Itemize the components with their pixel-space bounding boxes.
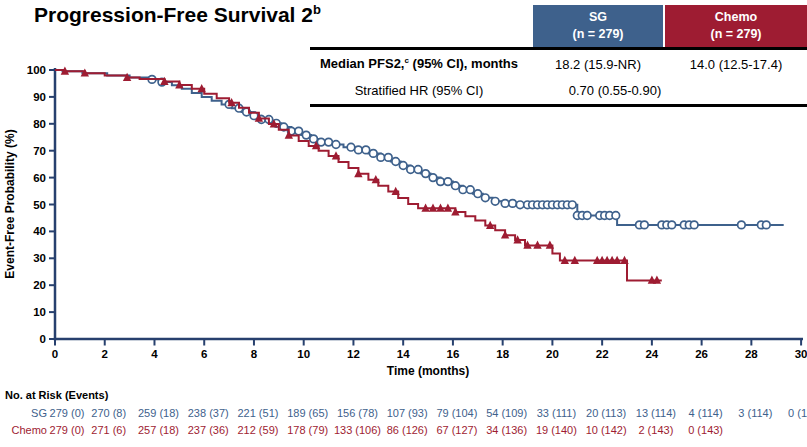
- sg-censor-circle-marker: [355, 146, 363, 154]
- y-tick-label: 80: [33, 118, 46, 130]
- x-tick-label: 28: [745, 348, 758, 360]
- y-tick-label: 40: [33, 225, 46, 237]
- sg-censor-circle-marker: [325, 138, 333, 146]
- summary-header-chemo: Chemo (n = 279): [665, 5, 807, 47]
- x-tick-label: 24: [645, 348, 658, 360]
- y-tick-label: 20: [33, 279, 46, 291]
- x-tick-label: 26: [695, 348, 708, 360]
- sg-censor-circle-marker: [474, 190, 482, 198]
- y-tick-label: 50: [33, 199, 46, 211]
- sg-censor-circle-marker: [347, 143, 355, 151]
- sg-censor-circle-marker: [509, 200, 517, 208]
- sg-censor-circle-marker: [362, 146, 370, 154]
- sg-censor-circle-marker: [437, 178, 445, 186]
- sg-censor-circle-marker: [738, 221, 746, 229]
- chemo-arm-n: (n = 279): [710, 26, 761, 43]
- sg-censor-circle-marker: [516, 201, 524, 209]
- sg-censor-circle-marker: [641, 221, 649, 229]
- sg-censor-circle-marker: [317, 138, 325, 146]
- chemo-arm-name: Chemo: [715, 9, 757, 26]
- y-axis-title: Event-Free Probability (%): [3, 129, 17, 278]
- x-tick-label: 18: [496, 348, 509, 360]
- sg-censor-circle-marker: [392, 158, 400, 166]
- risk-table-heading: No. at Risk (Events): [5, 389, 108, 401]
- page-title: Progression-Free Survival 2b: [34, 2, 321, 27]
- page-title-text: Progression-Free Survival 2: [34, 3, 313, 26]
- sg-censor-circle-marker: [422, 170, 430, 178]
- sg-censor-circle-marker: [583, 212, 591, 220]
- sg-censor-circle-marker: [414, 166, 422, 174]
- sg-arm-name: SG: [589, 9, 607, 26]
- sg-censor-circle-marker: [501, 200, 509, 208]
- x-tick-label: 20: [546, 348, 559, 360]
- sg-censor-circle-marker: [407, 166, 415, 174]
- x-tick-label: 6: [201, 348, 207, 360]
- sg-censor-circle-marker: [459, 186, 467, 194]
- sg-arm-n: (n = 279): [572, 26, 623, 43]
- sg-censor-circle-marker: [377, 154, 385, 162]
- sg-censor-circle-marker: [668, 221, 676, 229]
- sg-censor-circle-marker: [332, 141, 340, 149]
- y-tick-label: 60: [33, 172, 46, 184]
- x-tick-label: 12: [347, 348, 360, 360]
- y-tick-label: 90: [33, 91, 46, 103]
- sg-censor-circle-marker: [612, 212, 620, 220]
- x-tick-label: 22: [596, 348, 609, 360]
- sg-censor-circle-marker: [467, 186, 475, 194]
- y-tick-label: 10: [33, 306, 46, 318]
- y-tick-label: 100: [27, 64, 46, 76]
- sg-censor-circle-marker: [690, 221, 698, 229]
- x-axis-title: Time (months): [387, 364, 469, 378]
- sg-censor-circle-marker: [452, 182, 460, 190]
- km-chart: 0102030405060708090100024681012141618202…: [0, 52, 807, 392]
- slide: Progression-Free Survival 2b SG (n = 279…: [0, 0, 807, 447]
- sg-censor-circle-marker: [482, 194, 490, 202]
- summary-header-sg: SG (n = 279): [533, 5, 663, 47]
- x-tick-label: 30: [795, 348, 807, 360]
- x-tick-label: 14: [397, 348, 410, 360]
- x-tick-label: 16: [447, 348, 460, 360]
- x-tick-label: 2: [102, 348, 108, 360]
- sg-censor-circle-marker: [302, 131, 310, 139]
- summary-table-top-rule: [310, 47, 807, 50]
- sg-censor-circle-marker: [370, 150, 378, 158]
- sg-censor-circle-marker: [295, 127, 303, 135]
- sg-survival-curve: [55, 70, 784, 225]
- sg-censor-circle-marker: [491, 198, 499, 206]
- y-tick-label: 0: [40, 333, 46, 345]
- risk-value-sg-m30: 0 (114): [775, 407, 807, 419]
- sg-censor-circle-marker: [399, 162, 407, 170]
- sg-censor-circle-marker: [385, 154, 393, 162]
- x-tick-label: 0: [52, 348, 58, 360]
- x-tick-label: 8: [251, 348, 258, 360]
- y-tick-label: 70: [33, 145, 46, 157]
- x-tick-label: 10: [297, 348, 310, 360]
- sg-censor-circle-marker: [569, 201, 577, 209]
- risk-value-chemo-m26: 0 (143): [676, 424, 736, 436]
- x-tick-label: 4: [151, 348, 158, 360]
- sg-censor-circle-marker: [429, 174, 437, 182]
- sg-censor-circle-marker: [763, 221, 771, 229]
- y-tick-label: 30: [33, 252, 46, 264]
- sg-censor-circle-marker: [444, 178, 452, 186]
